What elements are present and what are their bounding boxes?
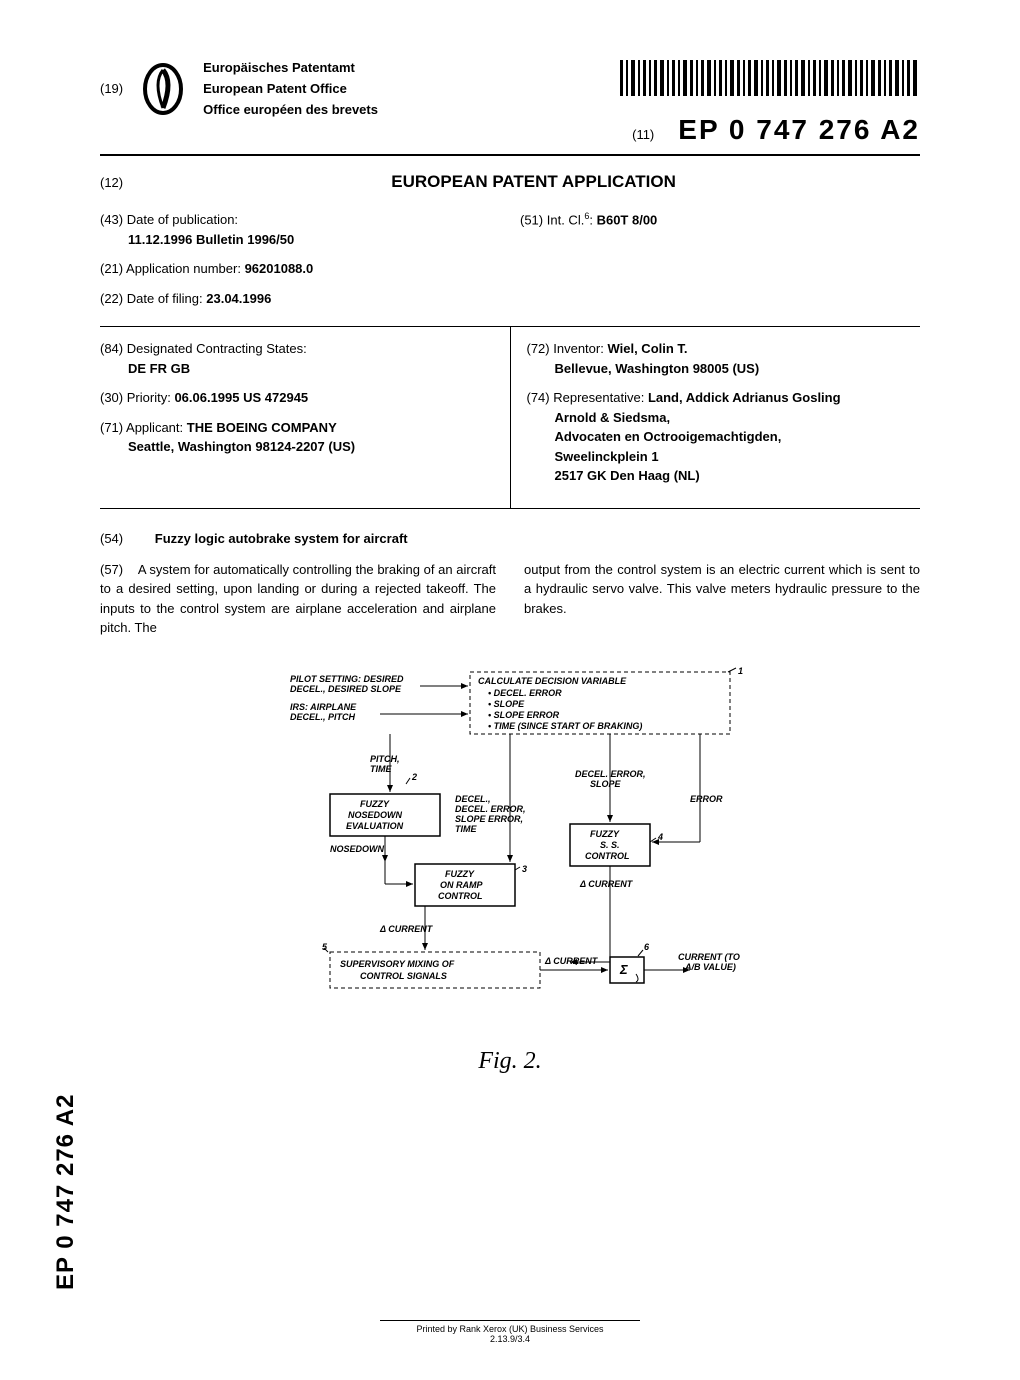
svg-text:DECEL., DESIRED SLOPE: DECEL., DESIRED SLOPE [290,684,402,694]
svg-text:Σ: Σ [619,962,628,977]
svg-text:IRS: AIRPLANE: IRS: AIRPLANE [290,702,357,712]
publication-number: EP 0 747 276 A2 [678,114,920,146]
svg-text:PITCH,: PITCH, [370,754,400,764]
abstract-col1: (57) A system for automatically controll… [100,560,496,638]
svg-text:PILOT SETTING: DESIRED: PILOT SETTING: DESIRED [290,674,404,684]
field-71: (71) Applicant: THE BOEING COMPANY Seatt… [100,418,494,457]
svg-text:FUZZY: FUZZY [445,869,475,879]
svg-text:CONTROL: CONTROL [438,891,483,901]
header-right: (11) EP 0 747 276 A2 [620,60,920,146]
svg-text:• SLOPE: • SLOPE [488,699,525,709]
svg-text:• DECEL. ERROR: • DECEL. ERROR [488,688,562,698]
svg-text:4: 4 [657,832,663,842]
footer: Printed by Rank Xerox (UK) Business Serv… [0,1320,1020,1344]
svg-text:DECEL.,: DECEL., [455,794,491,804]
figure-caption: Fig. 2. [100,1048,920,1075]
svg-text:Δ CURRENT: Δ CURRENT [544,956,599,966]
svg-text:FUZZY: FUZZY [360,799,390,809]
field-21: (21) Application number: 96201088.0 [100,259,500,279]
svg-text:S. S.: S. S. [600,840,620,850]
field-11: (11) [632,127,654,142]
svg-text:FUZZY: FUZZY [590,829,620,839]
svg-text:NOSEDOWN: NOSEDOWN [348,810,403,820]
field-72: (72) Inventor: Wiel, Colin T. Bellevue, … [527,339,921,378]
biblio-right: (51) Int. Cl.6: B60T 8/00 [520,210,920,318]
svg-text:TIME: TIME [455,824,477,834]
svg-text:1: 1 [738,666,743,676]
office-fr: Office européen des brevets [203,102,378,117]
field-22: (22) Date of filing: 23.04.1996 [100,289,500,309]
field-12: (12) [100,175,123,190]
svg-text:Δ CURRENT: Δ CURRENT [579,879,634,889]
svg-text:• TIME (SINCE START OF BRAKING: • TIME (SINCE START OF BRAKING) [488,721,642,731]
svg-text:CALCULATE DECISION VARIABLE: CALCULATE DECISION VARIABLE [478,676,627,686]
svg-text:SUPERVISORY MIXING OF: SUPERVISORY MIXING OF [340,959,455,969]
abstract: (57) A system for automatically controll… [100,560,920,638]
office-names: Europäisches Patentamt European Patent O… [203,60,378,117]
footer-line1: Printed by Rank Xerox (UK) Business Serv… [0,1324,1020,1334]
biblio-top: (43) Date of publication: 11.12.1996 Bul… [100,210,920,318]
title-row: (12) EUROPEAN PATENT APPLICATION [100,172,920,192]
svg-text:TIME: TIME [370,764,392,774]
svg-text:CURRENT (TO: CURRENT (TO [678,952,740,962]
svg-text:SLOPE ERROR,: SLOPE ERROR, [455,814,523,824]
svg-text:NOSEDOWN: NOSEDOWN [330,844,385,854]
svg-text:ON RAMP: ON RAMP [440,880,483,890]
publication-row: (11) EP 0 747 276 A2 [632,114,920,146]
svg-text:2: 2 [411,772,417,782]
field-51: (51) Int. Cl.6: B60T 8/00 [520,210,920,230]
svg-text:ERROR: ERROR [690,794,723,804]
svg-text:CONTROL: CONTROL [585,851,630,861]
svg-text:3: 3 [522,864,527,874]
header: (19) Europäisches Patentamt European Pat… [100,60,920,156]
field-74: (74) Representative: Land, Addick Adrian… [527,388,921,486]
svg-text:CONTROL SIGNALS: CONTROL SIGNALS [360,971,447,981]
svg-text:• SLOPE ERROR: • SLOPE ERROR [488,710,560,720]
svg-text:SLOPE: SLOPE [590,779,622,789]
office-en: European Patent Office [203,81,378,96]
biblio-box-left: (84) Designated Contracting States: DE F… [100,327,511,508]
biblio-left: (43) Date of publication: 11.12.1996 Bul… [100,210,500,318]
svg-text:DECEL. ERROR,: DECEL. ERROR, [575,769,646,779]
biblio-box-right: (72) Inventor: Wiel, Colin T. Bellevue, … [511,327,921,508]
figure: CALCULATE DECISION VARIABLE • DECEL. ERR… [100,662,920,1042]
document-title: EUROPEAN PATENT APPLICATION [147,172,920,192]
svg-text:Δ CURRENT: Δ CURRENT [379,924,434,934]
office-de: Europäisches Patentamt [203,60,378,75]
abstract-col2: output from the control system is an ele… [524,560,920,638]
field-30: (30) Priority: 06.06.1995 US 472945 [100,388,494,408]
invention-title: Fuzzy logic autobrake system for aircraf… [155,531,408,546]
svg-text:DECEL., PITCH: DECEL., PITCH [290,712,356,722]
svg-text:EVALUATION: EVALUATION [346,821,404,831]
epo-logo-icon [141,62,185,116]
svg-text:DECEL. ERROR,: DECEL. ERROR, [455,804,526,814]
biblio-box: (84) Designated Contracting States: DE F… [100,326,920,509]
side-publication-label: EP 0 747 276 A2 [52,1094,80,1290]
footer-line2: 2.13.9/3.4 [0,1334,1020,1344]
field-84: (84) Designated Contracting States: DE F… [100,339,494,378]
field-19: (19) [100,81,123,96]
header-left: (19) Europäisches Patentamt European Pat… [100,60,620,117]
svg-text:A/B VALUE): A/B VALUE) [684,962,736,972]
field-54: (54) Fuzzy logic autobrake system for ai… [100,531,920,546]
figure-diagram-icon: CALCULATE DECISION VARIABLE • DECEL. ERR… [260,662,760,1042]
barcode-icon [620,60,920,96]
svg-text:6: 6 [644,942,650,952]
field-43: (43) Date of publication: 11.12.1996 Bul… [100,210,500,249]
